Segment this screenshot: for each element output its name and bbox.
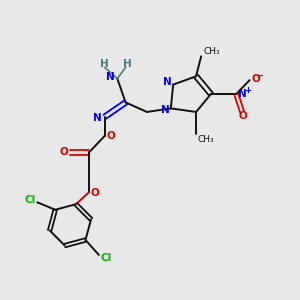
Text: O: O bbox=[91, 188, 99, 198]
Text: H: H bbox=[100, 59, 109, 69]
Text: O: O bbox=[239, 111, 248, 122]
Text: CH₃: CH₃ bbox=[203, 46, 220, 56]
Text: N: N bbox=[238, 88, 246, 98]
Text: N: N bbox=[93, 112, 102, 123]
Text: −: − bbox=[256, 71, 264, 81]
Text: Cl: Cl bbox=[100, 253, 112, 263]
Text: O: O bbox=[251, 74, 260, 84]
Text: O: O bbox=[106, 131, 115, 141]
Text: O: O bbox=[59, 147, 68, 157]
Text: H: H bbox=[123, 59, 131, 69]
Text: N: N bbox=[106, 72, 114, 82]
Text: N: N bbox=[161, 105, 170, 115]
Text: CH₃: CH₃ bbox=[198, 134, 214, 143]
Text: Cl: Cl bbox=[25, 195, 36, 205]
Text: N: N bbox=[164, 76, 172, 87]
Text: +: + bbox=[244, 86, 251, 95]
